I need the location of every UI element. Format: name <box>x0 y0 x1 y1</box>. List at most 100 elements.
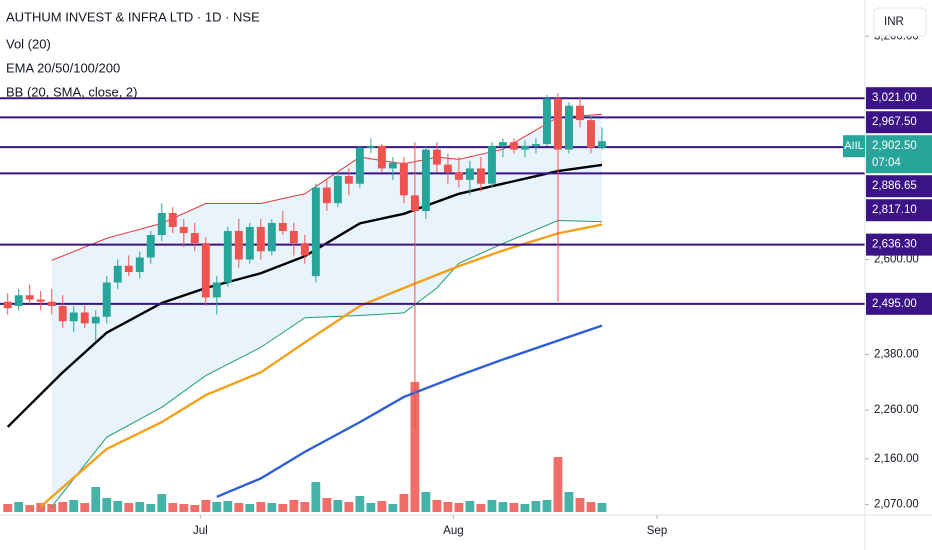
currency-box[interactable] <box>873 7 927 37</box>
candle-body <box>520 145 529 150</box>
symbol: AIIL <box>844 140 864 152</box>
candle-body <box>366 145 375 148</box>
volume-bar <box>454 503 464 512</box>
candle-body <box>47 301 56 306</box>
candle-body <box>245 226 254 260</box>
candle-body <box>322 187 331 204</box>
candle-body <box>25 295 34 300</box>
volume-bar <box>146 504 156 512</box>
volume-bar <box>201 500 211 512</box>
candle-body <box>598 141 606 148</box>
volume-bar <box>553 457 563 512</box>
volume-bar <box>102 498 112 512</box>
candle-body <box>553 98 562 150</box>
candle-body <box>410 195 419 212</box>
candle-body <box>234 230 243 260</box>
volume-bar <box>311 482 321 512</box>
volume-bar <box>14 502 24 512</box>
indicator-label: Vol (20) <box>6 36 51 51</box>
axes: 3,200.002,600.002,380.002,260.002,160.00… <box>193 30 919 537</box>
candle-body <box>487 145 496 184</box>
y-tick-label: 2,260.00 <box>874 404 919 416</box>
y-tick-label: 2,070.00 <box>874 499 919 511</box>
candle-body <box>388 162 397 169</box>
candle-body <box>201 243 210 298</box>
candle-body <box>509 142 518 150</box>
x-tick-label: Jul <box>193 525 208 537</box>
candle-body <box>36 299 45 302</box>
candle-body <box>80 312 89 324</box>
volume-bar <box>597 503 607 512</box>
volume-bar <box>190 505 200 512</box>
level-label: 2,495.00 <box>872 298 917 310</box>
candle-body <box>146 234 155 258</box>
volume-bar <box>355 496 365 512</box>
level-label: 2,886.65 <box>872 180 917 192</box>
volume-bar <box>366 503 376 512</box>
moving-average <box>39 223 603 508</box>
candle-body <box>212 282 221 298</box>
candle-body <box>565 105 573 150</box>
level-label-box <box>866 199 932 222</box>
chart-title: AUTHUM INVEST & INFRA LTD · 1D · NSE <box>6 9 260 24</box>
candle-body <box>476 168 485 184</box>
level-label-box <box>866 111 932 134</box>
x-tick-label: Sep <box>647 525 667 537</box>
volume-bar <box>157 494 167 512</box>
candle-body <box>3 301 12 309</box>
volume-bar <box>58 502 68 512</box>
candle-body <box>542 98 551 144</box>
indicator-label: BB (20, SMA, close, 2) <box>6 84 138 99</box>
candle-body <box>300 243 309 256</box>
candle-body <box>267 222 276 252</box>
candle-body <box>124 265 133 272</box>
volume-bar <box>399 494 409 512</box>
candle-body <box>190 232 199 244</box>
candle-body <box>355 147 364 184</box>
volume-bar <box>520 504 530 512</box>
volume-bar <box>432 500 442 512</box>
candle-body <box>168 213 177 227</box>
volume-bar <box>333 500 343 512</box>
band-fill <box>51 114 602 507</box>
volume-bar <box>179 504 189 512</box>
volume-bar <box>245 504 255 512</box>
volume-bar <box>322 498 332 512</box>
volume-bar <box>278 504 288 512</box>
level-label: 2,817.10 <box>872 204 917 216</box>
level-label: 2,967.50 <box>872 116 917 128</box>
volume-bar <box>124 503 134 512</box>
indicator-label: EMA 20/50/100/200 <box>6 60 120 75</box>
candle-body <box>157 213 166 235</box>
volume-bar <box>344 502 354 512</box>
volume-bar <box>531 501 541 512</box>
volume-bar <box>575 498 585 512</box>
volume-bar <box>234 503 244 512</box>
volume-bar <box>223 501 233 512</box>
last-price-label: 2,902.50 <box>872 140 917 152</box>
volume-bar <box>509 503 519 512</box>
candle-body <box>278 222 287 231</box>
candle-body <box>531 143 540 146</box>
volume-bar <box>586 502 596 512</box>
volume-bar <box>300 502 310 512</box>
volume-bar <box>212 502 222 512</box>
band-line <box>51 220 602 507</box>
candle-body <box>465 168 474 180</box>
candle-body <box>454 172 463 180</box>
level-label: 2,636.30 <box>872 239 917 251</box>
volume-bar <box>542 500 552 512</box>
candle-body <box>399 162 408 196</box>
price-labels: 3,021.00 2,967.50 2,902.50 07:04 AIIL 2,886.6… <box>843 87 932 315</box>
currency[interactable]: INR <box>884 16 904 28</box>
volume-bar <box>289 500 299 512</box>
level-label: 3,021.00 <box>872 92 917 104</box>
volume-bar <box>3 504 13 512</box>
volume-bar <box>91 487 101 512</box>
volume-bar <box>564 492 574 512</box>
symbol-tag <box>843 135 865 158</box>
volume-bar <box>267 503 277 512</box>
volume-bar <box>47 504 57 512</box>
moving-average <box>216 324 603 498</box>
